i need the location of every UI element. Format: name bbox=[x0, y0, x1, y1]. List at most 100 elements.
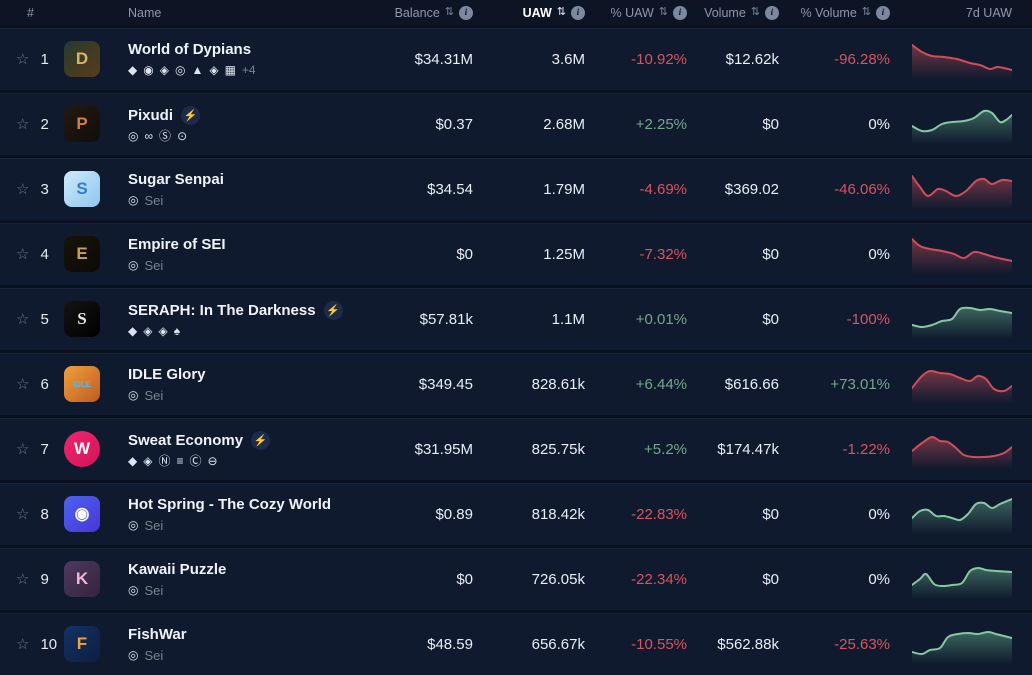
game-name[interactable]: Sugar Senpai bbox=[128, 170, 224, 188]
sei-chain-icon: ◎ bbox=[128, 258, 139, 272]
game-name[interactable]: Sweat Economy bbox=[128, 432, 244, 449]
favorite-star-icon[interactable]: ☆ bbox=[16, 245, 30, 263]
rank-number: 2 bbox=[40, 115, 49, 133]
boost-lightning-icon: ⚡ bbox=[181, 106, 201, 125]
chain-name-label: Sei bbox=[144, 582, 164, 598]
uaw-percent: -10.55% bbox=[631, 635, 687, 653]
favorite-star-icon[interactable]: ☆ bbox=[16, 50, 30, 68]
sort-icon[interactable]: ⇅ bbox=[658, 6, 668, 18]
sparkline-cell bbox=[890, 104, 1012, 144]
uaw-sparkline-chart bbox=[912, 435, 1012, 469]
sei-chain-icon: ◎ bbox=[128, 388, 139, 402]
info-icon[interactable]: i bbox=[765, 5, 779, 20]
uaw-percent: +2.25% bbox=[635, 115, 687, 133]
col-header-balance[interactable]: Balance ⇅ i bbox=[353, 5, 473, 20]
skale-chain-icon: Ⓢ bbox=[159, 129, 172, 143]
ethereum-chain-icon: ◆ bbox=[128, 454, 138, 468]
favorite-star-icon[interactable]: ☆ bbox=[16, 115, 30, 133]
col-header-volume[interactable]: Volume ⇅ i bbox=[687, 5, 779, 20]
game-name[interactable]: SERAPH: In The Darkness bbox=[128, 302, 316, 319]
game-icon[interactable]: F bbox=[64, 626, 100, 662]
sort-icon[interactable]: ⇅ bbox=[444, 6, 454, 18]
col-header-uaw-percent[interactable]: % UAW ⇅ i bbox=[585, 5, 687, 20]
game-icon[interactable]: S bbox=[64, 171, 100, 207]
game-name[interactable]: FishWar bbox=[128, 625, 187, 643]
game-icon[interactable]: D bbox=[64, 41, 100, 77]
table-row[interactable]: ☆ 3 S Sugar Senpai ◎ Sei $34.54 1.79M -4.… bbox=[0, 155, 1032, 220]
sparkline-cell bbox=[890, 169, 1012, 209]
table-row[interactable]: ☆ 4 E Empire of SEI ◎ Sei $0 1.25M -7.32%… bbox=[0, 220, 1032, 285]
balance-value: $48.59 bbox=[427, 635, 473, 653]
col-header-uaw[interactable]: UAW ⇅ i bbox=[473, 5, 585, 20]
game-icon[interactable]: W bbox=[64, 431, 100, 467]
game-icon[interactable]: ◉ bbox=[64, 496, 100, 532]
sort-icon[interactable]: ⇅ bbox=[556, 6, 566, 18]
balance-value: $31.95M bbox=[414, 440, 473, 458]
balance-value: $0 bbox=[456, 570, 473, 588]
favorite-star-icon[interactable]: ☆ bbox=[16, 375, 30, 393]
game-icon[interactable]: IDLE bbox=[64, 366, 100, 402]
uaw-sparkline-chart bbox=[912, 109, 1012, 144]
name-col-label: Name bbox=[128, 5, 162, 20]
table-row[interactable]: ☆ 6 IDLE IDLE Glory ◎ Sei $349.45 828.61k… bbox=[0, 350, 1032, 415]
favorite-star-icon[interactable]: ☆ bbox=[16, 440, 30, 458]
uaw-value: 3.6M bbox=[551, 50, 585, 68]
uaw-percent: -4.69% bbox=[639, 180, 687, 198]
rank-number: 7 bbox=[40, 440, 49, 458]
rank-number: 8 bbox=[40, 505, 49, 523]
chain-list: ◆ ◉ ◈ ◎ ▲ ◈ ▦ +4 bbox=[128, 63, 353, 77]
uaw-value: 1.1M bbox=[551, 310, 585, 328]
game-name[interactable]: World of Dypians bbox=[128, 41, 252, 58]
uaw-value: 656.67k bbox=[531, 635, 585, 653]
manta-chain-icon: ▦ bbox=[224, 63, 236, 77]
volume-value: $0 bbox=[762, 115, 779, 133]
volume-percent: -1.22% bbox=[842, 440, 890, 458]
volume-value: $0 bbox=[762, 310, 779, 328]
favorite-star-icon[interactable]: ☆ bbox=[16, 570, 30, 588]
game-icon[interactable]: P bbox=[64, 106, 100, 142]
treasure-chain-icon: ♠ bbox=[173, 324, 181, 338]
quai-chain-icon: ⊙ bbox=[177, 129, 188, 143]
favorite-star-icon[interactable]: ☆ bbox=[16, 635, 30, 653]
uaw-value: 1.25M bbox=[543, 245, 585, 263]
favorite-star-icon[interactable]: ☆ bbox=[16, 310, 30, 328]
volume-value: $0 bbox=[762, 245, 779, 263]
uaw-percent: -22.34% bbox=[631, 570, 687, 588]
sparkline-cell bbox=[890, 364, 1012, 404]
uaw-percent: -10.92% bbox=[631, 50, 687, 68]
uaw-sparkline-chart bbox=[912, 44, 1012, 79]
game-name[interactable]: Empire of SEI bbox=[128, 235, 226, 253]
game-name[interactable]: IDLE Glory bbox=[128, 365, 206, 383]
info-icon[interactable]: i bbox=[459, 5, 473, 20]
info-icon[interactable]: i bbox=[571, 5, 585, 20]
link-chain-chain-icon: ∞ bbox=[144, 129, 154, 143]
table-row[interactable]: ☆ 2 P Pixudi ⚡ ◎ ∞ Ⓢ ⊙ $0.37 2.68M +2.25% $… bbox=[0, 90, 1032, 155]
rank-number: 4 bbox=[40, 245, 49, 263]
info-icon[interactable]: i bbox=[673, 5, 687, 20]
table-row[interactable]: ☆ 9 K Kawaii Puzzle ◎ Sei $0 726.05k -22.… bbox=[0, 545, 1032, 610]
volume-value: $616.66 bbox=[724, 375, 779, 393]
table-row[interactable]: ☆ 5 S SERAPH: In The Darkness ⚡ ◆ ◈ ◈ ♠ $57… bbox=[0, 285, 1032, 350]
sort-icon[interactable]: ⇅ bbox=[750, 6, 760, 18]
rank-col-label: # bbox=[27, 5, 34, 20]
rank-number: 9 bbox=[40, 570, 49, 588]
uaw-percent: +0.01% bbox=[635, 310, 687, 328]
favorite-star-icon[interactable]: ☆ bbox=[16, 180, 30, 198]
game-name[interactable]: Pixudi bbox=[128, 107, 174, 124]
game-name[interactable]: Kawaii Puzzle bbox=[128, 560, 227, 578]
game-icon[interactable]: S bbox=[64, 301, 100, 337]
table-row[interactable]: ☆ 7 W Sweat Economy ⚡ ◆ ◈ Ⓝ ≡ Ⓒ ⊖ $31.95M 825… bbox=[0, 415, 1032, 480]
info-icon[interactable]: i bbox=[876, 5, 890, 20]
game-icon[interactable]: E bbox=[64, 236, 100, 272]
favorite-star-icon[interactable]: ☆ bbox=[16, 505, 30, 523]
game-icon[interactable]: K bbox=[64, 561, 100, 597]
sparkline-cell bbox=[890, 494, 1012, 534]
table-row[interactable]: ☆ 1 D World of Dypians ◆ ◉ ◈ ◎ ▲ ◈ ▦ +4 $34.31M… bbox=[0, 25, 1032, 90]
table-row[interactable]: ☆ 10 F FishWar ◎ Sei $48.59 656.67k -10.5… bbox=[0, 610, 1032, 675]
sort-icon[interactable]: ⇅ bbox=[861, 6, 871, 18]
col-header-volume-percent[interactable]: % Volume ⇅ i bbox=[779, 5, 890, 20]
uaw-sparkline-chart bbox=[912, 566, 1012, 599]
aurora-chain-icon: ≡ bbox=[176, 454, 184, 468]
game-name[interactable]: Hot Spring - The Cozy World bbox=[128, 495, 332, 513]
table-row[interactable]: ☆ 8 ◉ Hot Spring - The Cozy World ◎ Sei $… bbox=[0, 480, 1032, 545]
